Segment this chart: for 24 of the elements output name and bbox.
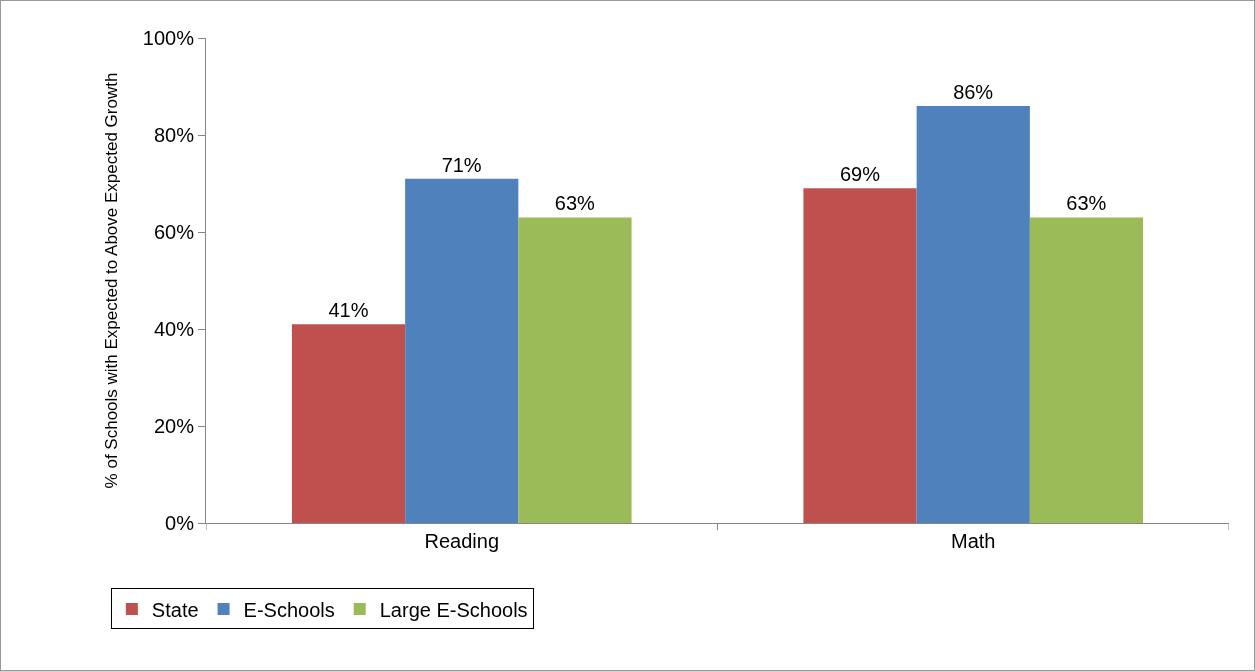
y-axis-title: % of Schools with Expected to Above Expected Growth [102, 72, 122, 489]
x-tick-label: Reading [424, 530, 500, 552]
bar [916, 105, 1030, 523]
y-tick-label: 60% [153, 221, 195, 243]
y-tick-label: 80% [153, 124, 195, 146]
y-tick-label: 100% [142, 27, 195, 49]
bar [291, 324, 406, 523]
bar [518, 217, 632, 523]
bar [1029, 217, 1144, 523]
legend-label: E-Schools [243, 598, 335, 621]
x-tick-label: Math [951, 530, 996, 552]
y-tick-label: 20% [153, 415, 195, 437]
bar [803, 188, 917, 523]
data-label: 71% [441, 153, 482, 176]
data-label: 41% [328, 299, 369, 322]
bar [405, 178, 519, 523]
y-tick-label: 0% [165, 512, 195, 534]
data-label: 63% [1066, 192, 1107, 215]
data-label: 63% [554, 192, 596, 215]
legend-label: Large E-Schools [379, 598, 528, 621]
legend-label: State [151, 598, 199, 621]
data-label: 86% [953, 80, 994, 103]
y-tick-label: 40% [153, 318, 195, 340]
data-label: 69% [839, 163, 881, 186]
